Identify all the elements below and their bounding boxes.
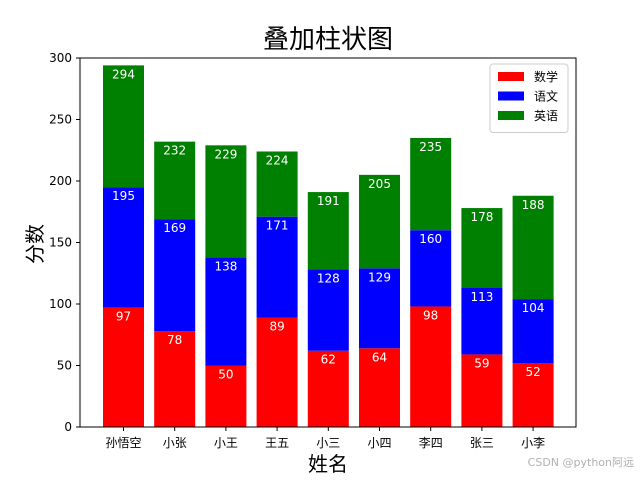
x-axis-label: 姓名 xyxy=(308,452,348,476)
bar-segment xyxy=(307,192,349,270)
x-ticks-group: 孙悟空 小张 小王 王五 小三 小四 李四 张三 小李 xyxy=(105,427,545,450)
bar-value-label: 232 xyxy=(163,144,186,158)
bar-segment xyxy=(205,145,247,258)
bar-value-label: 138 xyxy=(214,259,237,273)
bar-value-label: 171 xyxy=(266,219,289,233)
bar-value-label: 235 xyxy=(419,140,442,154)
y-tick-label: 0 xyxy=(64,420,72,434)
bar-value-label: 129 xyxy=(368,270,391,284)
y-tick-label: 300 xyxy=(49,51,72,65)
legend-label: 语文 xyxy=(534,89,558,104)
bar-value-label: 97 xyxy=(116,310,131,324)
x-tick-label: 小李 xyxy=(521,435,545,450)
bar-value-label: 113 xyxy=(470,290,493,304)
bar-segment xyxy=(461,354,503,427)
bar-segment xyxy=(461,208,503,289)
bar-value-label: 195 xyxy=(112,189,135,203)
bar-value-label: 191 xyxy=(317,194,340,208)
bar-value-label: 62 xyxy=(321,353,336,367)
legend-label: 数学 xyxy=(534,69,558,84)
bar-segment xyxy=(205,365,247,427)
bar-segment xyxy=(359,348,400,427)
x-tick-label: 小三 xyxy=(316,436,340,450)
bar-segment xyxy=(103,307,144,427)
y-tick-label: 50 xyxy=(57,359,72,373)
x-tick-label: 王五 xyxy=(265,436,289,450)
legend-swatch xyxy=(498,72,524,81)
bar-value-label: 229 xyxy=(214,147,237,161)
bar-value-label: 188 xyxy=(522,198,545,212)
bar-segment xyxy=(256,151,298,217)
bar-segment xyxy=(307,269,349,351)
x-tick-label: 小王 xyxy=(214,436,238,450)
bar-segment xyxy=(103,187,144,308)
legend-swatch xyxy=(498,111,524,120)
bar-segment xyxy=(256,317,298,427)
bar-segment xyxy=(307,350,349,427)
bar-value-label: 64 xyxy=(372,350,387,364)
bar-value-label: 89 xyxy=(269,320,284,334)
y-tick-label: 150 xyxy=(49,236,72,250)
bar-value-label: 178 xyxy=(470,210,493,224)
y-tick-label: 250 xyxy=(49,113,72,127)
y-ticks-group: 0 50 100 150 200 250 300 xyxy=(49,51,80,434)
bar-segment xyxy=(154,219,196,332)
bar-value-label: 160 xyxy=(419,232,442,246)
y-tick-label: 200 xyxy=(49,174,72,188)
bar-labels-group: 97 195 294 78 169 232 50 138 229 89 171 224 62 128 191… xyxy=(112,67,545,381)
watermark: CSDN @python阿远 xyxy=(527,456,634,469)
bar-value-label: 205 xyxy=(368,177,391,191)
bar-value-label: 104 xyxy=(522,301,545,315)
legend-swatch xyxy=(498,91,524,101)
x-tick-label: 小张 xyxy=(163,436,187,450)
bar-segment xyxy=(512,195,554,300)
bar-segment xyxy=(512,363,554,427)
bar-segment xyxy=(103,65,144,188)
bar-segment xyxy=(154,141,196,220)
bars-group xyxy=(103,65,554,427)
bar-segment xyxy=(359,174,400,269)
bar-value-label: 128 xyxy=(317,272,340,286)
bar-segment xyxy=(512,299,554,364)
bar-value-label: 78 xyxy=(167,333,182,347)
chart-title: 叠加柱状图 xyxy=(263,25,393,55)
bar-value-label: 224 xyxy=(266,153,289,167)
bar-segment xyxy=(205,257,247,366)
bar-value-label: 98 xyxy=(423,308,438,322)
bar-segment xyxy=(410,230,452,307)
bar-value-label: 294 xyxy=(112,67,135,81)
bar-value-label: 59 xyxy=(474,356,489,370)
bar-value-label: 169 xyxy=(163,221,186,235)
bar-segment xyxy=(410,137,452,231)
bar-value-label: 52 xyxy=(525,365,540,379)
y-axis-label: 分数 xyxy=(23,224,47,264)
y-tick-label: 100 xyxy=(49,297,72,311)
x-tick-label: 张三 xyxy=(470,436,494,450)
bar-segment xyxy=(256,216,298,318)
bar-segment xyxy=(154,331,196,427)
x-tick-label: 孙悟空 xyxy=(105,435,141,450)
bar-segment xyxy=(461,288,503,355)
x-tick-label: 李四 xyxy=(419,435,443,450)
bar-segment xyxy=(410,306,452,427)
x-tick-label: 小四 xyxy=(367,436,391,450)
bar-segment xyxy=(359,268,400,349)
bar-value-label: 50 xyxy=(218,368,233,382)
legend-label: 英语 xyxy=(534,109,558,123)
